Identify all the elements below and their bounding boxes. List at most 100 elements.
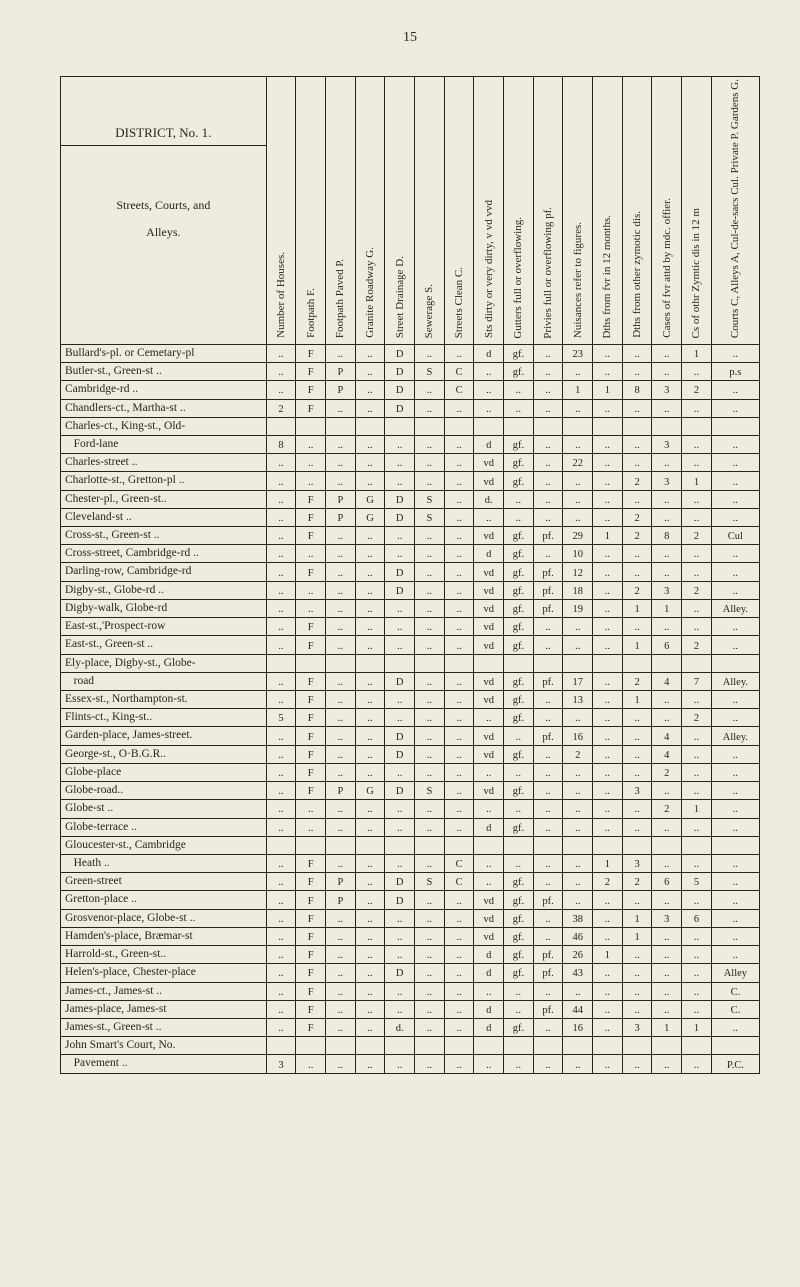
data-cell: ..: [711, 454, 759, 472]
data-cell: ..: [563, 1055, 593, 1073]
data-cell: ..: [326, 927, 356, 945]
data-cell: C: [444, 873, 474, 891]
data-cell: ..: [385, 909, 415, 927]
data-cell: F: [296, 909, 326, 927]
data-cell: ..: [593, 727, 623, 745]
data-cell: ..: [563, 618, 593, 636]
data-cell: ..: [326, 691, 356, 709]
data-cell: vd: [474, 618, 504, 636]
data-cell: ..: [563, 982, 593, 1000]
data-cell: ..: [326, 854, 356, 872]
data-cell: [266, 654, 296, 672]
data-cell: ..: [711, 435, 759, 453]
data-cell: ..: [711, 490, 759, 508]
data-cell: ..: [622, 982, 652, 1000]
data-cell: ..: [593, 618, 623, 636]
data-cell: D: [385, 891, 415, 909]
data-cell: ..: [355, 946, 385, 964]
data-cell: [593, 417, 623, 435]
data-cell: F: [296, 563, 326, 581]
data-cell: 2: [652, 800, 682, 818]
data-cell: 2: [266, 399, 296, 417]
data-cell: ..: [533, 344, 563, 362]
col-label: Cs of othr Zymtic dis in 12 m: [690, 208, 702, 338]
data-cell: G: [355, 508, 385, 526]
district-sub2: Alleys.: [146, 225, 180, 239]
data-cell: ..: [711, 854, 759, 872]
col-label: Sewerage S.: [423, 284, 435, 338]
table-row: Chandlers-ct., Martha-st ..2F....D......…: [61, 399, 760, 417]
data-cell: D: [385, 363, 415, 381]
data-cell: [682, 654, 712, 672]
col-label: Sts dirty or very dirty, v vd vvd: [483, 200, 495, 338]
data-cell: ..: [593, 1018, 623, 1036]
data-cell: ..: [444, 691, 474, 709]
table-row: Ely-place, Digby-st., Globe-: [61, 654, 760, 672]
data-cell: ..: [563, 508, 593, 526]
data-cell: 5: [266, 709, 296, 727]
table-row: Globe-terrace ................dgf.......…: [61, 818, 760, 836]
data-cell: ..: [533, 472, 563, 490]
data-cell: ..: [385, 946, 415, 964]
data-cell: ..: [711, 873, 759, 891]
data-cell: ..: [682, 818, 712, 836]
street-name: road: [61, 672, 267, 690]
data-cell: ..: [326, 636, 356, 654]
data-cell: ..: [385, 454, 415, 472]
data-cell: ..: [385, 709, 415, 727]
data-cell: ..: [593, 891, 623, 909]
data-cell: vd: [474, 527, 504, 545]
data-cell: [296, 654, 326, 672]
data-cell: ..: [593, 545, 623, 563]
data-cell: ..: [444, 927, 474, 945]
street-name: Chandlers-ct., Martha-st ..: [61, 399, 267, 417]
data-cell: ..: [326, 672, 356, 690]
data-cell: ..: [652, 818, 682, 836]
data-cell: ..: [355, 927, 385, 945]
data-cell: [563, 654, 593, 672]
data-cell: ..: [444, 782, 474, 800]
data-cell: ..: [326, 435, 356, 453]
data-cell: gf.: [504, 691, 534, 709]
data-cell: G: [355, 490, 385, 508]
data-cell: gf.: [504, 581, 534, 599]
data-cell: 2: [652, 763, 682, 781]
data-cell: ..: [474, 982, 504, 1000]
data-cell: D: [385, 782, 415, 800]
data-cell: ..: [266, 873, 296, 891]
data-cell: P: [326, 363, 356, 381]
data-cell: ..: [355, 1000, 385, 1018]
data-cell: ..: [622, 709, 652, 727]
street-name: Essex-st., Northampton-st.: [61, 691, 267, 709]
street-name: Helen's-place, Chester-place: [61, 964, 267, 982]
data-cell: ..: [593, 982, 623, 1000]
data-cell: [563, 1037, 593, 1055]
data-cell: ..: [266, 745, 296, 763]
data-cell: [504, 417, 534, 435]
col-label: Number of Houses.: [275, 252, 287, 338]
data-cell: gf.: [504, 363, 534, 381]
data-cell: F: [296, 490, 326, 508]
data-cell: C: [444, 363, 474, 381]
data-cell: ..: [711, 545, 759, 563]
table-row: John Smart's Court, No.: [61, 1037, 760, 1055]
data-cell: ..: [711, 344, 759, 362]
data-cell: [652, 417, 682, 435]
data-cell: [682, 417, 712, 435]
data-cell: [326, 654, 356, 672]
col-head-12: Dths from other zymotic dis.: [622, 77, 652, 345]
data-cell: ..: [266, 508, 296, 526]
data-cell: ..: [563, 490, 593, 508]
data-cell: gf.: [504, 909, 534, 927]
data-cell: [622, 417, 652, 435]
data-cell: 29: [563, 527, 593, 545]
data-cell: ..: [474, 1055, 504, 1073]
street-name: Flints-ct., King-st..: [61, 709, 267, 727]
data-cell: ..: [266, 545, 296, 563]
data-cell: ..: [533, 381, 563, 399]
data-cell: ..: [533, 399, 563, 417]
data-cell: ..: [504, 399, 534, 417]
data-cell: pf.: [533, 946, 563, 964]
data-cell: ..: [326, 599, 356, 617]
data-cell: d: [474, 1000, 504, 1018]
